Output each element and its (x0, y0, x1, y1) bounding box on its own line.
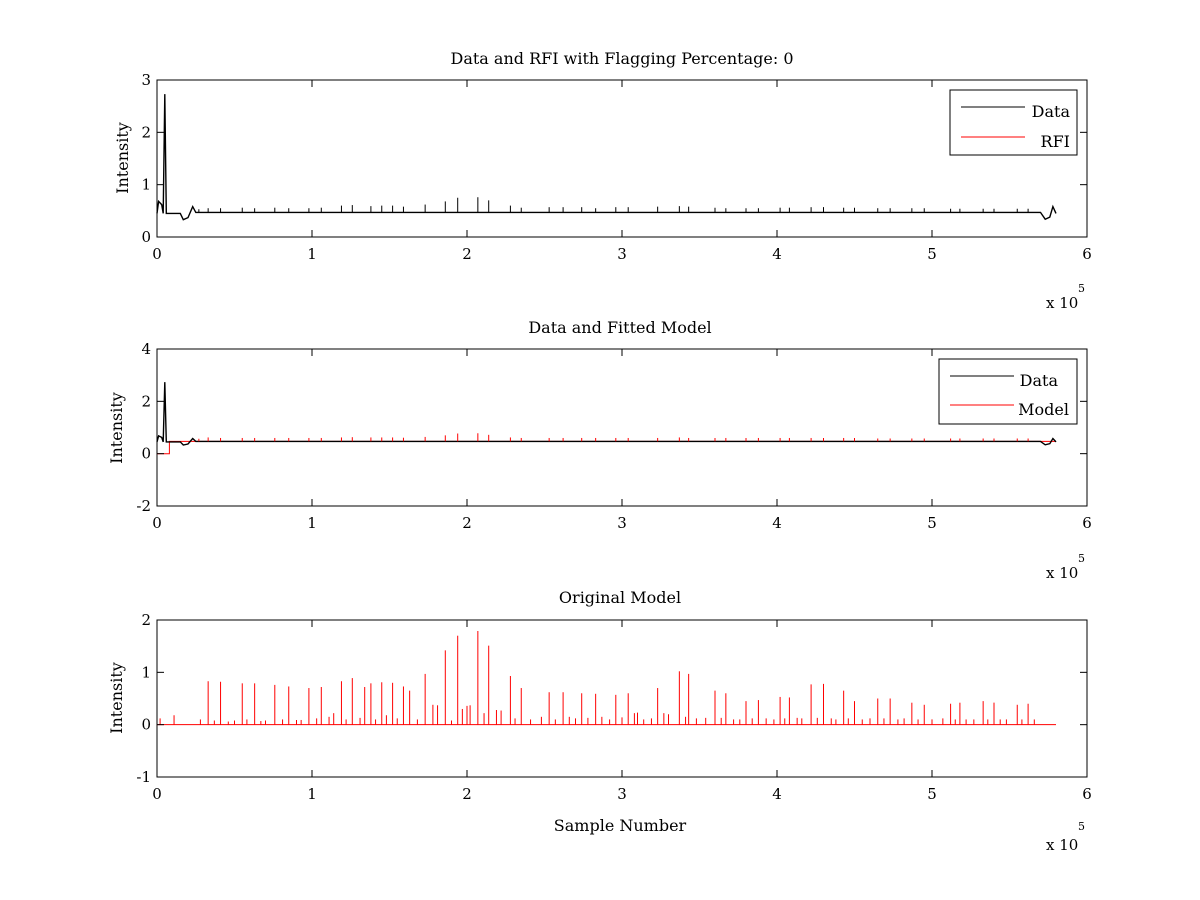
x-tick-label: 6 (1082, 785, 1092, 803)
y-tick-label: 2 (141, 392, 151, 410)
subplot-2-ylabel: Intensity (107, 392, 126, 464)
legend-rfi-label: RFI (1041, 132, 1070, 151)
x-tick-label: 4 (772, 245, 782, 263)
y-tick-label: 0 (141, 716, 151, 734)
y-tick-label: 0 (141, 228, 151, 246)
x-tick-label: 4 (772, 785, 782, 803)
subplot-3-ylabel: Intensity (107, 662, 126, 734)
x-tick-label: 3 (617, 785, 627, 803)
data-trace (156, 94, 1057, 221)
x-tick-label: 3 (617, 514, 627, 532)
x-tick-label: 5 (927, 245, 937, 263)
subplot-1-title: Data and RFI with Flagging Percentage: 0 (450, 49, 793, 68)
subplot-1-legend-box (949, 89, 1078, 156)
subplot-3-title: Original Model (559, 588, 681, 607)
legend-data-label: Data (1032, 102, 1071, 121)
y-tick-label: -2 (136, 497, 151, 515)
subplot-1-legend: Data RFI (949, 89, 1078, 156)
subplot-3-x-multiplier: x 10 (1046, 836, 1078, 854)
y-tick-label: 2 (141, 123, 151, 141)
subplot-3-plot-area (157, 630, 1056, 726)
x-tick-label: 0 (152, 245, 162, 263)
x-tick-label: 2 (462, 514, 472, 532)
subplot-2-title: Data and Fitted Model (528, 318, 711, 337)
y-tick-label: 0 (141, 445, 151, 463)
subplot-3-x-multiplier-exponent: 5 (1078, 820, 1085, 833)
subplot-1-axes-box (156, 79, 1088, 238)
x-tick-label: 0 (152, 514, 162, 532)
y-tick-label: 4 (141, 340, 151, 358)
subplot-1-x-multiplier-exponent: 5 (1078, 282, 1085, 295)
legend-data-label-2: Data (1020, 371, 1059, 390)
subplot-3-xlabel: Sample Number (554, 816, 687, 835)
x-tick-label: 2 (462, 245, 472, 263)
y-tick-label: -1 (136, 768, 151, 786)
x-tick-label: 3 (617, 245, 627, 263)
subplot-1-ticks: 0 1 2 3 4 5 6 0 1 2 3 (141, 71, 1091, 263)
subplot-1: 0 1 2 3 4 5 6 0 1 2 3 Data and RFI with Flagging P… (113, 49, 1092, 312)
x-tick-label: 6 (1082, 514, 1092, 532)
x-tick-label: 6 (1082, 245, 1092, 263)
subplot-2-x-multiplier-exponent: 5 (1078, 552, 1085, 565)
subplot-1-x-multiplier: x 10 (1046, 294, 1078, 312)
x-tick-label: 2 (462, 785, 472, 803)
subplot-1-plot-area (156, 94, 1057, 221)
x-tick-label: 1 (307, 785, 317, 803)
y-tick-label: 1 (141, 176, 151, 194)
x-tick-label: 5 (927, 514, 937, 532)
subplot-2-x-multiplier: x 10 (1046, 564, 1078, 582)
data-trace (156, 382, 1057, 446)
y-tick-label: 1 (141, 663, 151, 681)
subplot-2-axes-box (156, 348, 1088, 507)
subplot-1-ylabel: Intensity (113, 122, 132, 194)
subplot-3-axes-box (156, 619, 1088, 778)
legend-model-label: Model (1018, 400, 1069, 419)
x-tick-label: 5 (927, 785, 937, 803)
x-tick-label: 1 (307, 514, 317, 532)
y-tick-label: 2 (141, 611, 151, 629)
x-tick-label: 1 (307, 245, 317, 263)
y-tick-label: 3 (141, 71, 151, 89)
x-tick-label: 4 (772, 514, 782, 532)
subplot-2-legend: Data Model (938, 358, 1078, 425)
x-tick-label: 0 (152, 785, 162, 803)
subplot-2-legend-box (938, 358, 1078, 425)
